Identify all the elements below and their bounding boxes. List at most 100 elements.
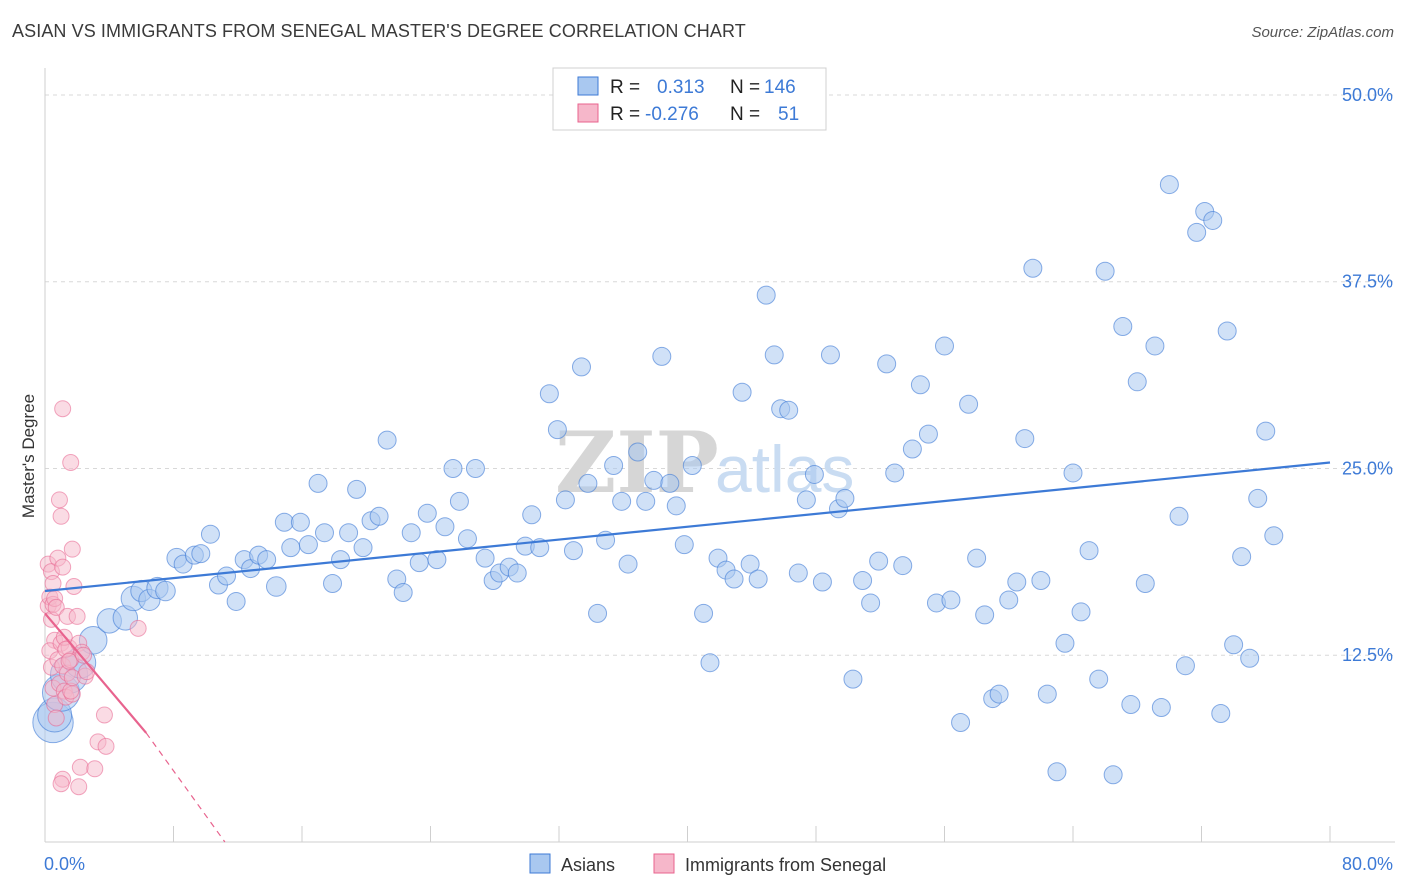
- senegal-point: [47, 598, 65, 616]
- asians-point: [1224, 635, 1244, 655]
- asians-point: [748, 569, 768, 589]
- asians-point: [507, 563, 527, 583]
- asians-point: [918, 424, 938, 444]
- asians-point: [779, 400, 799, 420]
- asians-point: [628, 442, 648, 462]
- watermark-atlas: atlas: [715, 432, 854, 506]
- senegal-point: [63, 540, 81, 558]
- asians-point: [951, 712, 971, 732]
- asians-point: [563, 541, 583, 561]
- senegal-point: [97, 737, 115, 755]
- asians-point: [1037, 684, 1057, 704]
- asians-point: [191, 544, 211, 564]
- asians-trend-line: [44, 461, 1331, 593]
- y-tick-label: 25.0%: [1342, 458, 1393, 478]
- senegal-point: [86, 760, 104, 778]
- asians-point: [835, 488, 855, 508]
- asians-point: [347, 479, 367, 499]
- asians-point: [724, 569, 744, 589]
- senegal-point: [71, 758, 89, 776]
- asians-point: [1232, 547, 1252, 567]
- asians-point: [1063, 463, 1083, 483]
- asians-point: [1145, 336, 1165, 356]
- senegal-point: [52, 775, 70, 793]
- asians-point: [804, 464, 824, 484]
- asians-point: [578, 473, 598, 493]
- asians-point: [427, 550, 447, 570]
- chart-title: ASIAN VS IMMIGRANTS FROM SENEGAL MASTER'…: [12, 21, 746, 41]
- asians-point: [435, 517, 455, 537]
- asians-point: [217, 566, 237, 586]
- senegal-point: [68, 607, 86, 625]
- senegal-point: [52, 507, 70, 525]
- asians-point: [652, 346, 672, 366]
- n-value-asians: 146: [764, 77, 796, 98]
- r-value-asians: 0.313: [657, 77, 705, 98]
- asians-point: [788, 563, 808, 583]
- asians-point: [1248, 488, 1268, 508]
- legend-asians-swatch: [529, 853, 551, 874]
- asians-point: [1121, 695, 1141, 715]
- asians-point: [1095, 261, 1115, 281]
- senegal-point: [62, 453, 80, 471]
- asians-point: [877, 354, 897, 374]
- asians-point: [522, 505, 542, 525]
- asians-point: [869, 551, 889, 571]
- n-value-senegal: 51: [778, 104, 799, 125]
- asians-point: [1211, 704, 1231, 724]
- asians-point: [989, 684, 1009, 704]
- asians-point: [339, 523, 359, 543]
- asians-point: [1127, 372, 1147, 392]
- asians-point: [266, 576, 287, 597]
- asians-point: [893, 556, 913, 576]
- x-tick-label-max: 80.0%: [1342, 854, 1393, 874]
- y-tick-labels: 12.5% 25.0% 37.5% 50.0%: [1342, 85, 1393, 665]
- asians-point: [401, 523, 421, 543]
- senegal-point: [129, 619, 147, 637]
- asians-point: [1055, 633, 1075, 653]
- asians-point: [1151, 698, 1171, 718]
- trend-lines: [44, 461, 1331, 843]
- asians-point: [820, 345, 840, 365]
- senegal-points: [39, 400, 147, 796]
- asians-point: [604, 455, 624, 475]
- n-label-senegal: N =: [730, 104, 760, 125]
- stats-legend: R = 0.313 N = 146 R = -0.276 N = 51: [552, 67, 827, 131]
- asians-point: [636, 491, 656, 511]
- asians-point: [756, 285, 776, 305]
- asians-point: [274, 512, 294, 532]
- asians-point: [449, 491, 469, 511]
- r-value-senegal: -0.276: [645, 104, 699, 125]
- asians-point: [409, 553, 429, 573]
- asians-point: [853, 571, 873, 591]
- asians-point: [1047, 762, 1067, 782]
- asians-point: [1159, 175, 1179, 195]
- senegal-point: [78, 663, 96, 681]
- asians-point: [732, 382, 752, 402]
- asians-point: [618, 554, 638, 574]
- asians-point: [700, 653, 720, 673]
- senegal-point: [95, 706, 113, 724]
- bottom-legend: Asians Immigrants from Senegal: [529, 853, 886, 875]
- asians-point: [941, 590, 961, 610]
- asians-point: [1217, 321, 1237, 341]
- asians-point: [999, 590, 1019, 610]
- asians-point: [1175, 656, 1195, 676]
- asians-point: [1264, 526, 1284, 546]
- senegal-point: [75, 646, 93, 664]
- y-tick-label: 50.0%: [1342, 85, 1393, 105]
- asians-point: [314, 523, 334, 543]
- asians-point: [155, 580, 176, 602]
- senegal-point: [50, 491, 68, 509]
- asians-point: [935, 336, 954, 356]
- asians-point: [1240, 648, 1260, 668]
- asians-point: [281, 538, 301, 558]
- asians-point: [682, 455, 702, 475]
- asians-point: [861, 593, 881, 613]
- asians-point: [290, 512, 310, 532]
- asians-point: [1113, 317, 1133, 337]
- asians-point: [740, 554, 760, 574]
- asians-point: [417, 503, 437, 523]
- asians-point: [1203, 210, 1223, 230]
- asians-point: [393, 582, 413, 602]
